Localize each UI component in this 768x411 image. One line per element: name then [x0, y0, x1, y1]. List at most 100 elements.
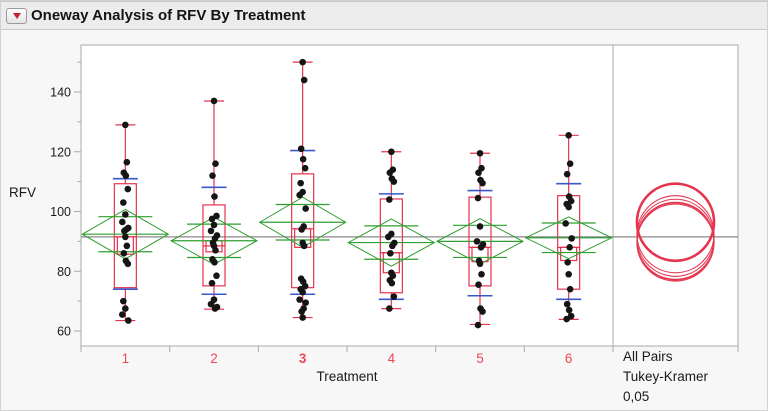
y-tick-label: 100 [50, 205, 71, 219]
data-point[interactable] [122, 172, 130, 179]
data-point[interactable] [299, 58, 306, 66]
disclosure-button[interactable] [6, 7, 27, 24]
data-point[interactable] [563, 300, 571, 308]
x-category-label[interactable]: 4 [388, 351, 396, 366]
data-point[interactable] [568, 235, 575, 242]
data-point[interactable] [213, 272, 220, 280]
comparison-circle[interactable] [635, 182, 716, 263]
data-point[interactable] [388, 148, 395, 156]
data-point[interactable] [211, 305, 219, 312]
data-point[interactable] [122, 121, 129, 129]
data-point[interactable] [119, 218, 126, 226]
data-point[interactable] [386, 305, 393, 312]
y-tick-label: 80 [57, 265, 71, 279]
data-point[interactable] [563, 170, 571, 178]
data-point[interactable] [389, 242, 396, 250]
data-point[interactable] [474, 194, 482, 202]
data-point[interactable] [299, 155, 307, 163]
data-point[interactable] [301, 164, 309, 172]
data-point[interactable] [123, 242, 131, 250]
data-point[interactable] [120, 199, 127, 206]
data-point[interactable] [477, 244, 485, 251]
data-point[interactable] [566, 244, 573, 251]
data-point[interactable] [479, 179, 486, 187]
data-point[interactable] [386, 196, 393, 203]
red-triangle-icon [12, 12, 21, 19]
data-point[interactable] [124, 260, 132, 268]
x-category-label[interactable]: 3 [299, 351, 307, 366]
data-point[interactable] [478, 270, 485, 278]
data-point[interactable] [388, 279, 396, 287]
data-point[interactable] [299, 288, 306, 296]
data-point[interactable] [121, 227, 128, 235]
comparison-panel-label: All Pairs Tukey-Kramer 0,05 [623, 347, 708, 407]
report-title-bar: Oneway Analysis of RFV By Treatment [1, 1, 767, 30]
data-point[interactable] [476, 260, 484, 268]
data-point[interactable] [207, 227, 215, 235]
data-point[interactable] [476, 223, 484, 230]
data-point[interactable] [120, 297, 127, 305]
data-point[interactable] [565, 203, 572, 211]
data-point[interactable] [565, 306, 573, 314]
x-category-label[interactable]: 1 [122, 351, 130, 366]
data-point[interactable] [302, 299, 309, 306]
data-point[interactable] [210, 97, 218, 105]
data-point[interactable] [299, 314, 306, 321]
data-point[interactable] [564, 258, 571, 266]
data-point[interactable] [566, 160, 574, 167]
data-point[interactable] [208, 215, 216, 223]
data-point[interactable] [122, 305, 129, 312]
data-point[interactable] [474, 321, 482, 329]
x-category-label[interactable]: 5 [476, 351, 484, 366]
data-point[interactable] [300, 242, 308, 250]
data-point[interactable] [120, 250, 128, 257]
data-point[interactable] [476, 149, 484, 157]
data-point[interactable] [209, 172, 216, 179]
data-point[interactable] [122, 233, 129, 241]
data-point[interactable] [565, 270, 572, 278]
data-point[interactable] [475, 169, 482, 176]
data-point[interactable] [208, 279, 216, 287]
data-point[interactable] [211, 193, 218, 200]
data-point[interactable] [123, 158, 131, 166]
report-title: Oneway Analysis of RFV By Treatment [31, 7, 306, 24]
data-point[interactable] [296, 191, 303, 199]
data-point[interactable] [387, 250, 394, 257]
data-point[interactable] [212, 247, 219, 254]
data-point[interactable] [119, 311, 126, 318]
data-point[interactable] [390, 293, 398, 300]
data-point[interactable] [297, 145, 305, 153]
x-category-label[interactable]: 6 [565, 351, 573, 366]
data-point[interactable] [475, 281, 482, 288]
data-point[interactable] [390, 178, 398, 185]
data-point[interactable] [124, 185, 132, 193]
comparison-label-line: Tukey-Kramer [623, 369, 709, 384]
data-point[interactable] [479, 308, 486, 315]
data-point[interactable] [297, 179, 304, 187]
data-point[interactable] [298, 308, 305, 315]
data-point[interactable] [300, 76, 308, 84]
data-point[interactable] [122, 211, 129, 218]
data-point[interactable] [211, 258, 218, 266]
data-point[interactable] [473, 238, 481, 245]
data-point[interactable] [386, 169, 394, 176]
plot-frame [80, 44, 739, 347]
comparison-circle[interactable] [636, 198, 715, 277]
data-point[interactable] [565, 132, 572, 139]
data-point[interactable] [302, 205, 309, 212]
comparison-label-line: All Pairs [623, 349, 673, 364]
data-point[interactable] [566, 285, 574, 293]
data-point[interactable] [562, 220, 569, 227]
y-axis-title: RFV [9, 185, 36, 200]
data-point[interactable] [125, 317, 132, 324]
data-point[interactable] [563, 315, 570, 323]
data-point[interactable] [298, 226, 305, 233]
data-point[interactable] [210, 221, 218, 229]
x-category-label[interactable]: 2 [210, 351, 218, 366]
data-point[interactable] [207, 300, 215, 308]
data-point[interactable] [385, 233, 392, 241]
data-point[interactable] [212, 160, 219, 167]
data-point[interactable] [296, 296, 303, 303]
